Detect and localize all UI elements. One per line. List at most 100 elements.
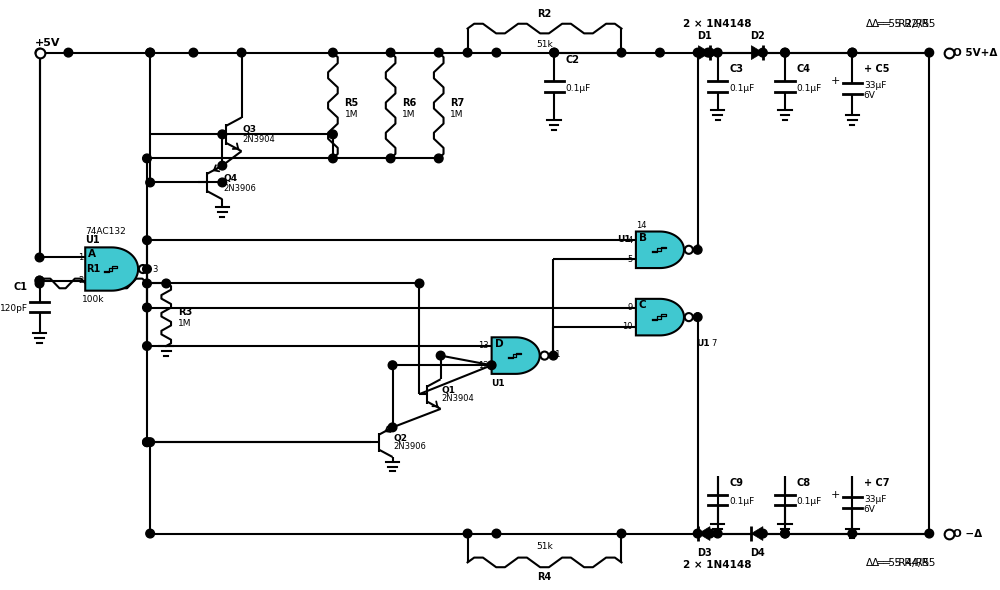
Text: 11: 11 — [550, 350, 561, 359]
Circle shape — [492, 529, 501, 538]
Circle shape — [848, 48, 857, 57]
Text: A: A — [88, 250, 96, 260]
Text: 2N3904: 2N3904 — [242, 135, 275, 144]
Circle shape — [759, 529, 767, 538]
Text: 12: 12 — [478, 360, 489, 370]
Text: 2 × 1N4148: 2 × 1N4148 — [683, 560, 752, 571]
Text: R1: R1 — [86, 264, 100, 274]
Text: 2N3904: 2N3904 — [442, 394, 474, 404]
Circle shape — [143, 438, 151, 447]
Text: 7: 7 — [711, 339, 716, 348]
Text: Q1: Q1 — [442, 386, 456, 395]
Circle shape — [143, 279, 151, 288]
Circle shape — [415, 279, 424, 288]
Text: R6: R6 — [402, 97, 416, 107]
Text: U1: U1 — [85, 235, 100, 245]
Circle shape — [706, 48, 714, 57]
Polygon shape — [751, 45, 763, 60]
Circle shape — [237, 48, 246, 57]
Circle shape — [759, 48, 767, 57]
Circle shape — [781, 48, 789, 57]
Circle shape — [706, 529, 714, 538]
Circle shape — [617, 529, 626, 538]
Circle shape — [540, 352, 549, 360]
Circle shape — [781, 529, 789, 538]
Text: D1: D1 — [697, 31, 712, 41]
Circle shape — [693, 48, 702, 57]
Text: D2: D2 — [750, 31, 764, 41]
Text: 74AC132: 74AC132 — [85, 227, 126, 236]
Circle shape — [146, 48, 154, 57]
Text: +: + — [830, 76, 840, 86]
Circle shape — [713, 48, 722, 57]
Text: R7: R7 — [450, 97, 465, 107]
Text: C9: C9 — [729, 478, 743, 488]
Text: +: + — [830, 490, 840, 500]
Text: 13: 13 — [478, 342, 489, 350]
Text: 120pF: 120pF — [0, 304, 28, 313]
Circle shape — [781, 48, 789, 57]
Text: 33μF
6V: 33μF 6V — [864, 81, 886, 100]
Circle shape — [329, 130, 337, 139]
Text: 0.1μF: 0.1μF — [797, 84, 822, 93]
Text: Δ = 5·R2/R5: Δ = 5·R2/R5 — [866, 18, 929, 28]
Circle shape — [386, 154, 395, 163]
Circle shape — [143, 342, 151, 350]
Circle shape — [143, 265, 151, 273]
Text: B: B — [639, 233, 647, 243]
Text: Δ = 5·R4/R5: Δ = 5·R4/R5 — [866, 558, 929, 568]
Circle shape — [492, 48, 501, 57]
Circle shape — [143, 303, 151, 312]
Circle shape — [685, 246, 693, 254]
Polygon shape — [698, 527, 710, 540]
Circle shape — [550, 48, 558, 57]
Polygon shape — [636, 231, 684, 268]
Text: 1: 1 — [78, 253, 83, 262]
Text: D3: D3 — [697, 548, 712, 558]
Circle shape — [434, 48, 443, 57]
Text: D4: D4 — [750, 548, 764, 558]
Text: R4: R4 — [537, 572, 552, 582]
Text: R5: R5 — [344, 97, 359, 107]
Text: 8: 8 — [694, 312, 700, 320]
Circle shape — [693, 529, 702, 538]
Text: 0.1μF: 0.1μF — [797, 497, 822, 506]
Text: 1M: 1M — [402, 110, 416, 119]
Circle shape — [35, 48, 44, 57]
Circle shape — [388, 423, 397, 432]
Text: 1M: 1M — [344, 110, 358, 119]
Circle shape — [35, 253, 44, 262]
Circle shape — [685, 313, 693, 321]
Circle shape — [146, 48, 154, 57]
Text: U1: U1 — [617, 235, 631, 244]
Text: 0.1μF: 0.1μF — [729, 497, 754, 506]
Text: 2N3906: 2N3906 — [394, 442, 426, 451]
Circle shape — [35, 279, 44, 288]
Circle shape — [713, 529, 722, 538]
Polygon shape — [636, 299, 684, 335]
Text: C1: C1 — [14, 283, 28, 293]
Text: 0.1μF: 0.1μF — [729, 84, 754, 93]
Text: C4: C4 — [797, 64, 811, 74]
Circle shape — [848, 48, 857, 57]
Text: 6: 6 — [694, 244, 700, 253]
Text: 2 × 1N4148: 2 × 1N4148 — [683, 18, 752, 28]
Text: D: D — [495, 339, 503, 349]
Text: O −Δ: O −Δ — [953, 529, 982, 539]
Polygon shape — [492, 337, 540, 374]
Circle shape — [146, 438, 154, 447]
Circle shape — [386, 48, 395, 57]
Text: + C7: + C7 — [864, 478, 889, 488]
Circle shape — [139, 265, 147, 273]
Circle shape — [146, 178, 154, 187]
Text: 9: 9 — [628, 303, 633, 312]
Circle shape — [143, 438, 151, 447]
Circle shape — [189, 48, 198, 57]
Text: O 5V+Δ: O 5V+Δ — [953, 48, 998, 58]
Text: 10: 10 — [623, 322, 633, 331]
Text: 4: 4 — [628, 235, 633, 245]
Circle shape — [143, 154, 151, 163]
Text: C3: C3 — [729, 64, 743, 74]
Polygon shape — [85, 247, 138, 291]
Text: + C5: + C5 — [864, 64, 889, 74]
